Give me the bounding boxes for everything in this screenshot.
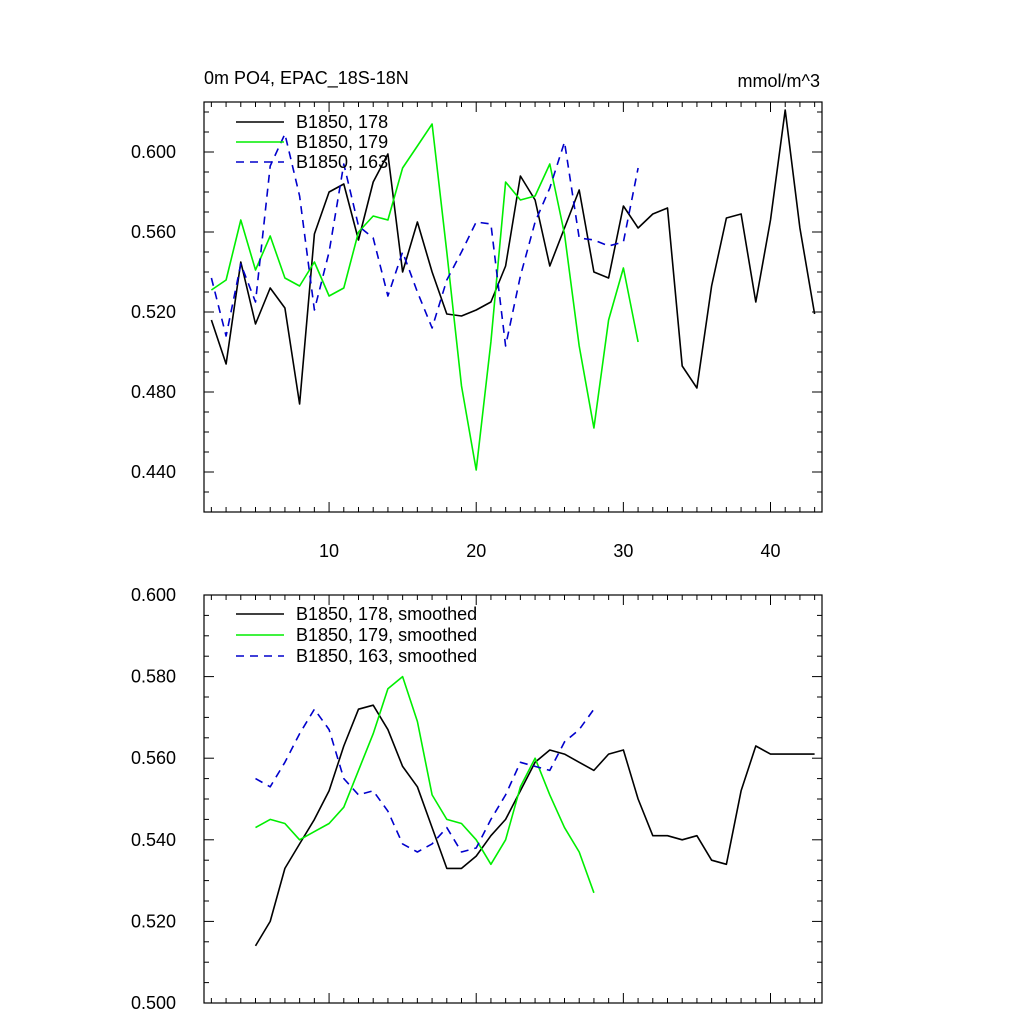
x-tick-label: 10 — [319, 541, 339, 561]
y-tick-label: 0.540 — [131, 830, 176, 850]
plot-frame — [203, 101, 823, 513]
legend-label: B1850, 178 — [296, 112, 388, 132]
y-tick-label: 0.580 — [131, 667, 176, 687]
legend-label: B1850, 178, smoothed — [296, 604, 477, 624]
y-tick-label: 0.500 — [131, 993, 176, 1013]
y-tick-label: 0.560 — [131, 748, 176, 768]
y-tick-label: 0.440 — [131, 462, 176, 482]
y-tick-label: 0.480 — [131, 382, 176, 402]
y-tick-label: 0.600 — [131, 585, 176, 605]
series-line — [210, 109, 816, 405]
x-tick-label: 30 — [613, 541, 633, 561]
bottom-panel: 0.500 0.520 0.540 0.560 0.580 0.600 B1850, 178… — [131, 585, 823, 1013]
legend-label: B1850, 179 — [296, 132, 388, 152]
y-tick-label: 0.520 — [131, 302, 176, 322]
series-line — [254, 704, 815, 947]
legend-label: B1850, 179, smoothed — [296, 625, 477, 645]
series-line — [255, 675, 595, 894]
y-tick-label: 0.520 — [131, 911, 176, 931]
units-label: mmol/m^3 — [738, 71, 820, 91]
legend-label: B1850, 163 — [296, 152, 388, 172]
series-line — [210, 133, 639, 347]
series-line — [255, 708, 595, 853]
series-line — [210, 123, 639, 471]
legend-label: B1850, 163, smoothed — [296, 646, 477, 666]
x-tick-label: 20 — [466, 541, 486, 561]
x-tick-label: 40 — [760, 541, 780, 561]
chart-title: 0m PO4, EPAC_18S-18N — [204, 68, 409, 89]
y-tick-label: 0.560 — [131, 222, 176, 242]
y-tick-label: 0.600 — [131, 142, 176, 162]
top-panel: 10 20 30 40 0.440 0.480 0.520 0.560 0.600 0m PO4,… — [131, 68, 823, 561]
